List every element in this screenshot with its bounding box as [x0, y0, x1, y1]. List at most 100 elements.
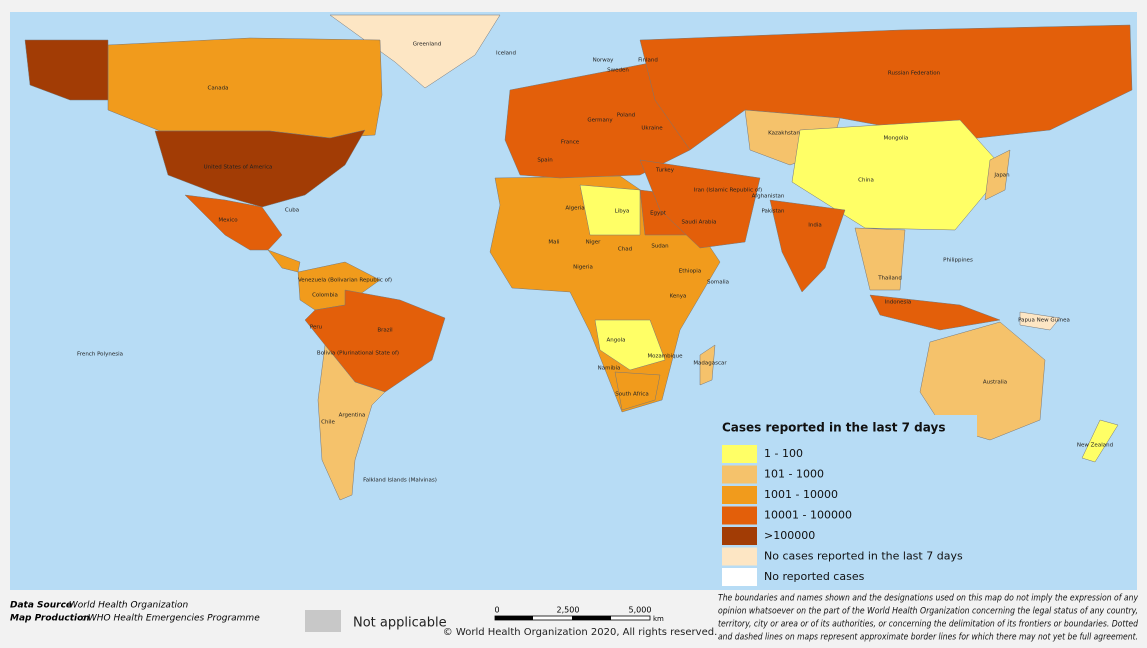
scale-seg — [572, 616, 611, 620]
japan — [984, 149, 1011, 201]
country-label: Mongolia — [884, 136, 909, 142]
country-label: South Africa — [615, 392, 648, 398]
madagascar — [699, 344, 716, 386]
copyright: © World Health Organization 2020, All ri… — [443, 627, 718, 638]
country-label: Indonesia — [885, 300, 912, 306]
legend: 1 - 100 101 - 1000 1001 - 10000 10001 - 100… — [722, 445, 963, 586]
not-applicable-label: Not applicable — [353, 616, 447, 631]
canada — [107, 37, 383, 139]
country-label: Peru — [310, 325, 322, 331]
legend-swatch — [722, 465, 757, 484]
country-label: Falkland Islands (Malvinas) — [363, 478, 437, 484]
country-label: Cuba — [285, 208, 299, 214]
country-label: Colombia — [312, 293, 338, 299]
production-label: Map Production — [10, 614, 90, 624]
legend-label: 10001 - 100000 — [764, 509, 852, 522]
legend-label: No cases reported in the last 7 days — [764, 550, 963, 563]
legend-label: 1 - 100 — [764, 447, 803, 460]
country-label: Chad — [618, 247, 632, 253]
india — [769, 199, 846, 293]
country-label: Madagascar — [693, 361, 727, 367]
legend-label: 101 - 1000 — [764, 468, 824, 481]
country-label: Argentina — [339, 413, 366, 419]
country-label: Kazakhstan — [768, 131, 800, 137]
middle-east — [639, 159, 761, 249]
country-label: Angola — [606, 338, 625, 344]
china — [791, 119, 1006, 231]
legend-swatch — [722, 445, 757, 463]
country-label: United States of America — [204, 165, 273, 171]
se-asia — [854, 227, 906, 291]
mexico — [184, 194, 283, 251]
country-label: Norway — [593, 58, 615, 64]
country-label: Russian Federation — [888, 71, 941, 77]
indonesia — [869, 294, 1001, 331]
source-label: Data Source — [10, 601, 72, 611]
legend-swatch — [722, 568, 757, 586]
country-label: Nigeria — [573, 265, 593, 271]
new-zealand — [1081, 419, 1119, 463]
legend-label: No reported cases — [764, 570, 865, 583]
legend-label: 1001 - 10000 — [764, 488, 838, 501]
greenland — [329, 14, 501, 89]
country-label: Venezuela (Bolivarian Republic of) — [298, 278, 392, 284]
country-label: Ukraine — [641, 126, 663, 132]
country-label: Algeria — [565, 206, 584, 212]
not-applicable-swatch — [305, 610, 341, 632]
country-label: Pakistan — [761, 209, 785, 215]
scale-label: 2,500 — [557, 606, 580, 615]
country-label: Mozambique — [647, 354, 683, 360]
production-value: : WHO Health Emergencies Programme — [82, 614, 260, 624]
country-label: New Zealand — [1077, 443, 1113, 449]
country-label: Spain — [537, 158, 553, 164]
country-label: Namibia — [598, 366, 621, 372]
legend-label: >100000 — [764, 529, 815, 542]
source-value: : World Health Organization — [63, 601, 188, 611]
disclaimer-line: opinion whatsoever on the part of the Wo… — [718, 606, 1138, 616]
country-labels: Canada United States of America Mexico Cuba… — [77, 42, 1113, 484]
country-label: India — [808, 223, 822, 229]
country-label: Chile — [321, 420, 335, 426]
country-label: Ethiopia — [679, 269, 701, 275]
scale-label: 0 — [494, 606, 499, 615]
legend-swatch — [722, 486, 757, 504]
southern-africa-yellow — [594, 319, 666, 371]
country-label: Iran (Islamic Republic of) — [694, 188, 762, 194]
country-label: Brazil — [377, 328, 393, 334]
australia — [919, 321, 1046, 441]
disclaimer-line: The boundaries and names shown and the d… — [718, 593, 1139, 603]
country-label: China — [858, 178, 874, 184]
country-label: Somalia — [707, 280, 729, 286]
country-label: Niger — [586, 240, 602, 246]
legend-swatch — [722, 547, 757, 566]
country-label: Poland — [617, 113, 635, 119]
north-africa-yellow — [579, 184, 641, 236]
country-label: French Polynesia — [77, 352, 123, 358]
country-label: Sudan — [651, 244, 669, 250]
legend-title: Cases reported in the last 7 days — [722, 421, 945, 435]
legend-bg — [715, 415, 977, 590]
scale-unit: km — [653, 615, 664, 623]
usa — [154, 129, 366, 208]
disclaimer-line: territory, city or area or of its author… — [718, 619, 1139, 629]
country-label: Canada — [208, 86, 229, 92]
country-label: Mali — [548, 240, 560, 246]
disclaimer-line: and dashed lines on maps represent appro… — [718, 632, 1138, 642]
country-label: France — [561, 140, 580, 146]
scale-seg — [495, 616, 533, 620]
country-label: Sweden — [607, 68, 629, 74]
disclaimer: The boundaries and names shown and the d… — [718, 593, 1139, 642]
land-masses — [24, 14, 1133, 501]
alaska — [24, 39, 109, 101]
southern-cone — [317, 344, 386, 501]
country-label: Iceland — [496, 51, 516, 57]
country-label: Bolivia (Plurinational State of) — [317, 351, 399, 357]
country-label: Thailand — [877, 276, 902, 282]
country-label: Papua New Guinea — [1018, 318, 1070, 324]
country-label: Turkey — [655, 168, 675, 174]
country-label: Philippines — [943, 258, 973, 264]
country-label: Egypt — [650, 211, 667, 217]
legend-swatch — [722, 506, 757, 525]
country-label: Finland — [638, 58, 658, 64]
